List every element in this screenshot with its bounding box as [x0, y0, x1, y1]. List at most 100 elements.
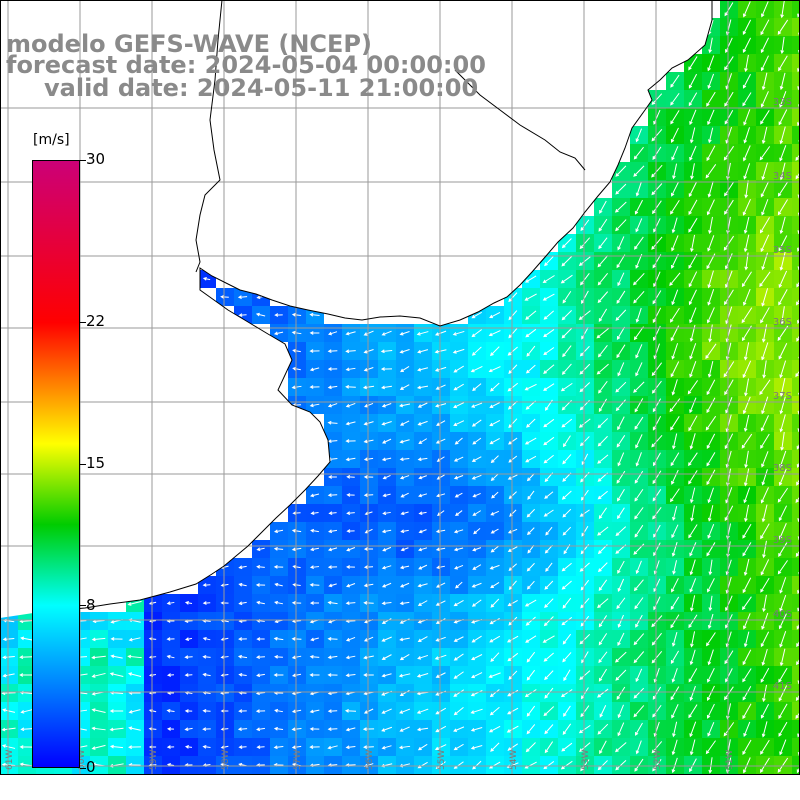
wind-arrow: [470, 744, 483, 750]
wind-arrow: [345, 349, 356, 354]
wind-arrow: [671, 632, 678, 647]
wind-arrow: [506, 725, 519, 733]
wind-arrow: [689, 487, 696, 504]
wind-arrow: [743, 721, 751, 738]
wind-arrow: [490, 742, 500, 752]
longitude-label: 56W: [365, 750, 375, 770]
wind-arrow: [706, 91, 716, 107]
wind-arrow: [542, 275, 555, 284]
wind-arrow: [742, 198, 751, 216]
wind-arrow: [616, 290, 626, 304]
wind-cell: [792, 558, 800, 576]
wind-arrow: [346, 511, 355, 516]
wind-arrow: [617, 452, 625, 467]
wind-arrow: [507, 546, 518, 552]
wind-arrow: [310, 637, 319, 642]
wind-arrow: [399, 403, 411, 408]
wind-arrow: [526, 705, 536, 717]
coastline: [39, 0, 713, 613]
wind-arrow: [560, 689, 573, 698]
wind-arrow: [597, 598, 609, 609]
wind-arrow: [580, 273, 590, 286]
wind-arrow: [634, 470, 644, 484]
wind-arrow: [598, 380, 608, 394]
wind-arrow: [689, 109, 697, 126]
wind-arrow: [327, 709, 338, 713]
latitude-label: 33S: [773, 97, 792, 108]
wind-arrow: [761, 126, 768, 145]
wind-arrow: [687, 380, 699, 395]
wind-arrow: [742, 288, 751, 306]
wind-arrow: [417, 420, 428, 426]
wind-arrow: [417, 402, 428, 408]
wind-arrow: [634, 524, 644, 538]
wind-arrow: [399, 653, 410, 661]
wind-arrow: [725, 37, 733, 54]
wind-arrow: [651, 164, 663, 178]
wind-arrow: [291, 745, 302, 750]
wind-arrow: [671, 217, 678, 234]
wind-arrow: [796, 621, 800, 630]
wind-arrow: [761, 721, 768, 738]
wind-arrow: [689, 127, 696, 144]
wind-arrow: [525, 635, 537, 643]
wind-cell: [792, 306, 800, 324]
wind-arrow: [779, 145, 787, 162]
wind-arrow: [761, 612, 769, 630]
wind-arrow: [597, 490, 608, 500]
wind-arrow: [688, 524, 698, 539]
wind-arrow: [651, 183, 663, 196]
wind-arrow: [381, 421, 392, 426]
wind-arrow: [779, 360, 787, 379]
wind-arrow: [705, 740, 716, 755]
wind-arrow: [560, 760, 573, 770]
wind-arrow: [652, 470, 662, 485]
wind-arrow: [780, 36, 785, 55]
wind-arrow: [184, 727, 193, 732]
wind-arrow: [327, 403, 338, 408]
wind-arrow: [563, 705, 571, 717]
wind-arrow: [490, 598, 500, 608]
wind-arrow: [743, 163, 751, 180]
wind-arrow: [327, 439, 338, 444]
wind-arrow: [633, 146, 644, 160]
wind-arrow: [742, 613, 751, 630]
wind-arrow: [346, 583, 356, 588]
wind-arrow: [291, 727, 302, 732]
wind-arrow: [779, 648, 786, 667]
wind-arrow: [706, 452, 716, 467]
wind-arrow: [796, 333, 800, 342]
wind-arrow: [109, 709, 124, 713]
wind-arrow: [91, 726, 106, 731]
wind-arrow: [707, 360, 714, 378]
wind-arrow: [653, 218, 661, 233]
wind-arrow: [743, 414, 750, 433]
wind-arrow: [473, 528, 481, 535]
wind-cell: [792, 522, 800, 540]
wind-arrow: [779, 396, 786, 415]
wind-arrow: [743, 558, 750, 576]
wind-arrow: [779, 377, 786, 397]
wind-arrow: [508, 563, 518, 571]
wind-arrow: [707, 613, 714, 630]
wind-arrow: [742, 577, 752, 594]
wind-arrow: [760, 739, 770, 755]
wind-arrow: [363, 547, 374, 551]
wind-arrow: [110, 654, 123, 659]
wind-arrow: [382, 511, 391, 516]
wind-arrow: [238, 709, 247, 713]
wind-arrow: [581, 290, 589, 305]
wind-arrow: [689, 721, 697, 738]
wind-cell: [792, 324, 800, 342]
wind-arrow: [489, 564, 500, 570]
wind-arrow: [345, 745, 356, 750]
wind-arrow: [759, 379, 771, 396]
wind-arrow: [707, 270, 714, 289]
wind-arrow: [652, 200, 662, 215]
wind-arrow: [489, 437, 500, 445]
wind-arrow: [184, 655, 193, 659]
wind-arrow: [453, 636, 464, 642]
wind-arrow: [291, 385, 302, 390]
wind-arrow: [363, 330, 374, 336]
wind-arrow: [291, 673, 302, 678]
